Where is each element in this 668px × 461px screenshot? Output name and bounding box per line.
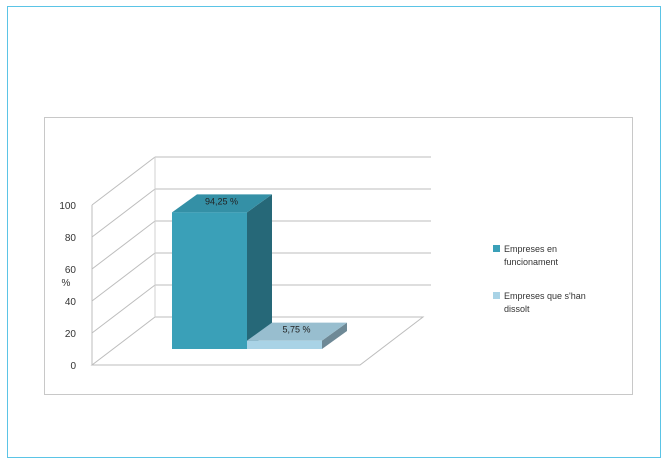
legend-label: Empreses que s'han bbox=[504, 291, 586, 301]
gridline-side bbox=[91, 188, 156, 238]
gridline-side bbox=[91, 220, 156, 270]
bar-front bbox=[172, 212, 247, 349]
y-axis-label: % bbox=[62, 278, 71, 289]
y-tick-label: 80 bbox=[65, 233, 77, 244]
y-tick-label: 60 bbox=[65, 265, 77, 276]
bar-2 bbox=[247, 322, 347, 349]
legend-label: Empreses en bbox=[504, 244, 557, 254]
legend-label-cont: funcionament bbox=[504, 257, 559, 267]
legend-label-cont: dissolt bbox=[504, 304, 530, 314]
data-label: 5,75 % bbox=[282, 325, 310, 335]
gridline-side bbox=[91, 156, 156, 206]
legend-swatch bbox=[493, 245, 500, 252]
legend-swatch bbox=[493, 292, 500, 299]
y-tick-label: 20 bbox=[65, 329, 77, 340]
bar-top bbox=[247, 322, 347, 341]
y-tick-label: 40 bbox=[65, 297, 77, 308]
data-label: 94,25 % bbox=[205, 196, 238, 206]
bar-top bbox=[172, 194, 272, 213]
y-tick-label: 0 bbox=[70, 361, 76, 372]
gridline-side bbox=[91, 284, 156, 334]
bar-front bbox=[247, 340, 322, 349]
y-tick-label: 100 bbox=[59, 201, 76, 212]
bar-side bbox=[322, 322, 347, 349]
outer-frame bbox=[7, 6, 661, 458]
bar-side bbox=[247, 194, 272, 349]
gridline-side bbox=[91, 252, 156, 302]
bar-1 bbox=[172, 194, 272, 349]
